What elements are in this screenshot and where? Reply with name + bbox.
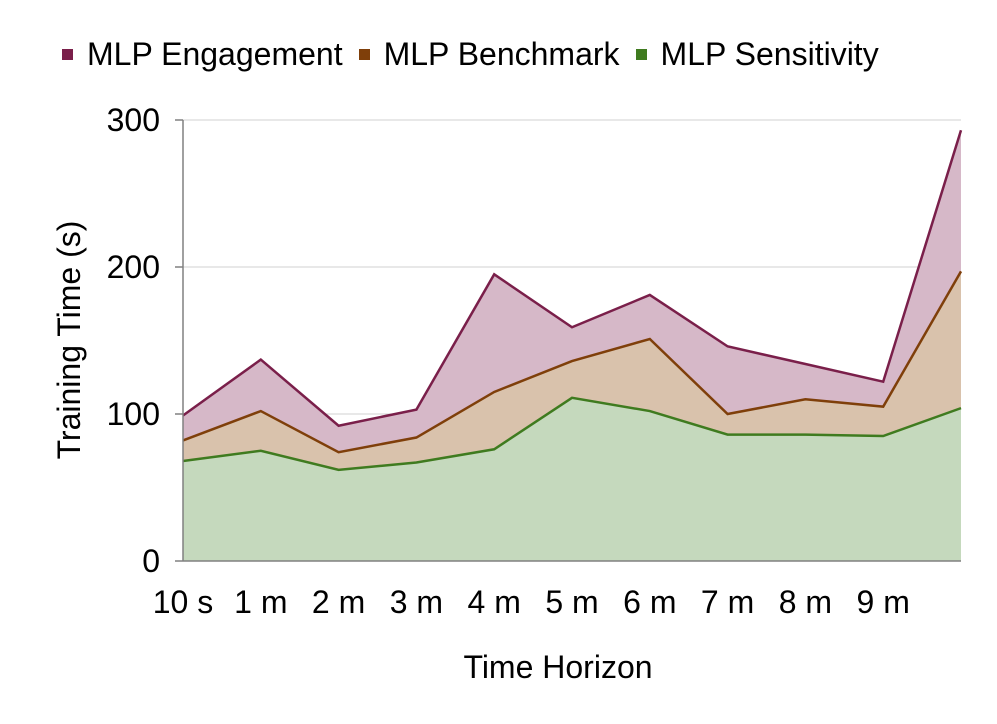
x-tick-label-2: 2 m [312,584,365,620]
legend-swatch-engagement [62,49,73,60]
legend-item-sensitivity: MLP Sensitivity [635,36,879,73]
series-areas [183,130,961,562]
x-axis-label: Time Horizon [463,649,652,685]
area-mlp-sensitivity [183,397,961,561]
legend-label-benchmark: MLP Benchmark [383,36,620,72]
legend: MLP Engagement MLP Benchmark MLP Sensiti… [62,36,895,73]
y-tick-label-300: 300 [107,102,160,138]
x-tick-label-0: 10 s [153,584,213,620]
legend-label-engagement: MLP Engagement [87,36,343,72]
x-tick-labels: 10 s 1 m 2 m 3 m 4 m 5 m 6 m 7 m 8 m 9 m [153,584,910,620]
x-tick-label-9: 9 m [857,584,910,620]
legend-item-engagement: MLP Engagement [62,36,343,73]
x-tick-label-1: 1 m [234,584,287,620]
y-tick-labels: 0 100 200 300 [107,102,160,579]
axes [175,119,961,562]
legend-swatch-benchmark [358,49,370,60]
x-tick-label-7: 7 m [701,584,754,620]
legend-swatch-sensitivity [635,49,647,60]
series-lines [182,129,963,472]
y-tick-label-200: 200 [107,249,160,285]
x-tick-label-3: 3 m [390,584,443,620]
x-tick-label-4: 4 m [468,584,521,620]
x-tick-label-8: 8 m [779,584,832,620]
legend-item-benchmark: MLP Benchmark [358,36,620,73]
x-tick-label-5: 5 m [545,584,598,620]
x-tick-label-6: 6 m [623,584,676,620]
legend-label-sensitivity: MLP Sensitivity [660,36,879,72]
y-tick-label-0: 0 [142,543,160,579]
y-tick-label-100: 100 [107,396,160,432]
y-axis-label: Training Time (s) [51,221,87,460]
